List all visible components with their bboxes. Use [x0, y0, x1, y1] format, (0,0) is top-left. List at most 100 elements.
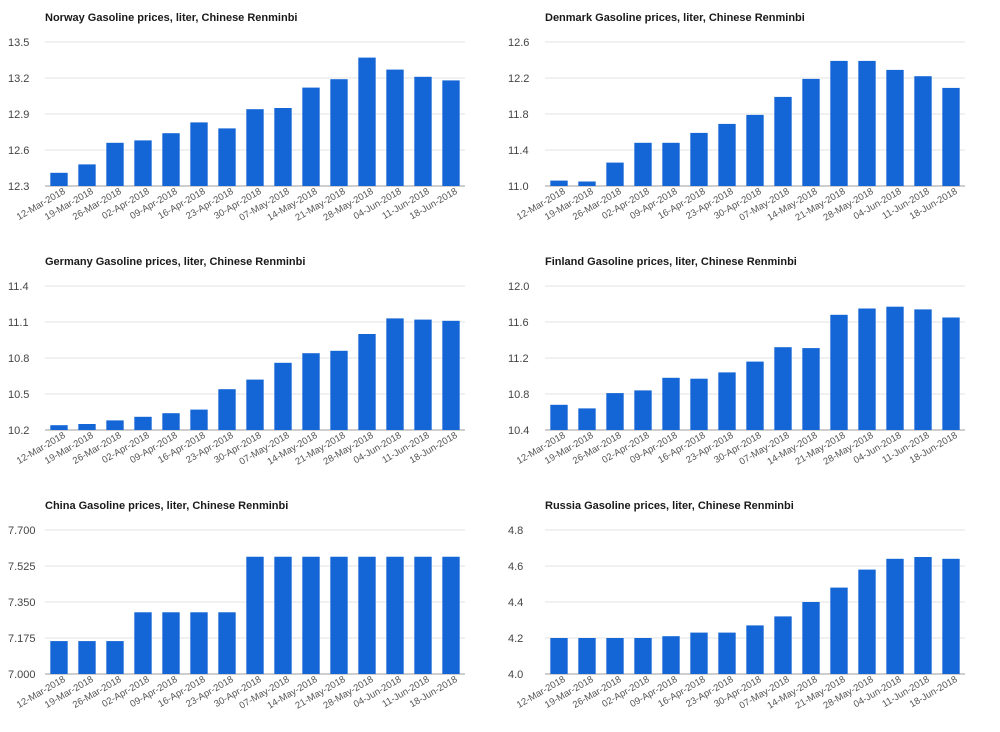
bar: [774, 616, 792, 674]
bar: [774, 347, 792, 430]
y-tick-label: 7.525: [8, 561, 36, 573]
y-tick-label: 11.6: [508, 317, 529, 329]
bar: [246, 109, 264, 186]
bar: [190, 122, 208, 186]
bar: [274, 556, 292, 674]
bar: [78, 424, 96, 430]
bar: [302, 353, 320, 430]
chart-title: Norway Gasoline prices, liter, Chinese R…: [45, 12, 298, 24]
chart-svg: 7.0007.1757.3507.5257.70012-Mar-201819-M…: [8, 525, 465, 712]
bar: [634, 142, 652, 186]
bar: [218, 389, 236, 430]
bar: [606, 162, 624, 186]
bar: [662, 636, 680, 674]
bar: [330, 79, 348, 186]
bar: [718, 632, 736, 674]
y-tick-label: 11.4: [8, 281, 29, 293]
bar: [858, 60, 876, 186]
y-tick-label: 10.2: [8, 425, 29, 437]
bar: [578, 638, 596, 674]
bar: [50, 172, 68, 186]
bar: [802, 348, 820, 430]
y-tick-label: 7.350: [8, 597, 36, 609]
bar: [830, 314, 848, 430]
bar: [690, 378, 708, 430]
bar: [274, 108, 292, 186]
bar: [358, 334, 376, 430]
y-tick-label: 12.0: [508, 281, 529, 293]
bar: [746, 625, 764, 674]
bar: [858, 308, 876, 430]
bar: [942, 87, 960, 186]
bar: [414, 76, 432, 186]
y-tick-label: 11.1: [8, 317, 29, 329]
bar: [858, 569, 876, 674]
y-tick-label: 11.8: [508, 109, 529, 121]
bar: [330, 556, 348, 674]
bar: [50, 425, 68, 430]
bar: [386, 318, 404, 430]
bar: [942, 558, 960, 674]
bar: [386, 69, 404, 186]
chart-title: Finland Gasoline prices, liter, Chinese …: [545, 256, 797, 268]
bar: [414, 556, 432, 674]
bar: [914, 76, 932, 186]
bar: [662, 142, 680, 186]
y-tick-label: 12.6: [8, 145, 29, 157]
bar: [550, 180, 568, 186]
bar: [78, 164, 96, 186]
bar: [358, 556, 376, 674]
bar: [190, 612, 208, 674]
bar: [690, 632, 708, 674]
bar: [886, 69, 904, 186]
bar: [746, 361, 764, 430]
bar: [302, 87, 320, 186]
bar: [442, 80, 460, 186]
bar: [914, 557, 932, 674]
y-tick-label: 4.6: [508, 561, 523, 573]
chart-svg: 11.011.411.812.212.612-Mar-201819-Mar-20…: [508, 37, 965, 224]
bar: [134, 416, 152, 430]
bar: [634, 638, 652, 674]
bar: [106, 142, 124, 186]
bar: [218, 612, 236, 674]
y-tick-label: 4.4: [508, 597, 523, 609]
bar: [50, 641, 68, 674]
bar: [330, 350, 348, 430]
bar: [106, 420, 124, 430]
bar: [886, 558, 904, 674]
y-tick-label: 7.175: [8, 633, 36, 645]
bar: [190, 409, 208, 430]
chart-svg: 10.210.510.811.111.412-Mar-201819-Mar-20…: [8, 281, 465, 468]
y-tick-label: 11.2: [508, 353, 529, 365]
bar: [78, 641, 96, 674]
bar: [386, 556, 404, 674]
bar: [134, 612, 152, 674]
y-tick-label: 4.8: [508, 525, 523, 537]
bar: [442, 320, 460, 430]
chart-title: Denmark Gasoline prices, liter, Chinese …: [545, 12, 805, 24]
chart-svg: 12.312.612.913.213.512-Mar-201819-Mar-20…: [8, 37, 465, 224]
bar: [830, 587, 848, 674]
chart-panel-norway: Norway Gasoline prices, liter, Chinese R…: [0, 0, 500, 244]
y-tick-label: 10.8: [8, 353, 29, 365]
bar: [886, 306, 904, 430]
chart-svg: 10.410.811.211.612.012-Mar-201819-Mar-20…: [508, 281, 965, 468]
chart-title: China Gasoline prices, liter, Chinese Re…: [45, 500, 289, 512]
chart-panel-germany: Germany Gasoline prices, liter, Chinese …: [0, 244, 500, 488]
bar: [578, 408, 596, 430]
bar: [830, 60, 848, 186]
bar: [162, 612, 180, 674]
bar: [162, 133, 180, 186]
y-tick-label: 12.6: [508, 37, 529, 49]
bar: [606, 393, 624, 430]
y-tick-label: 11.0: [508, 181, 529, 193]
bar: [746, 114, 764, 186]
y-tick-label: 10.4: [508, 425, 529, 437]
y-tick-label: 4.2: [508, 633, 523, 645]
y-tick-label: 12.9: [8, 109, 29, 121]
bar: [274, 362, 292, 430]
bar: [774, 96, 792, 186]
bar: [134, 140, 152, 186]
chart-svg: 4.04.24.44.64.812-Mar-201819-Mar-201826-…: [508, 525, 965, 712]
